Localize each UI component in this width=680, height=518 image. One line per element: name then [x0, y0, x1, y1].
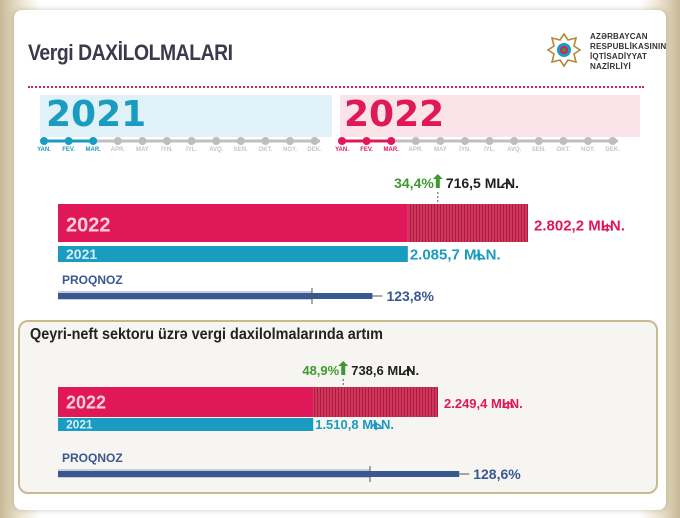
- month-label: OKT.: [556, 147, 571, 153]
- chart-non-oil-tax: 2022 2.249,4 MLN.2021 1.510,8 MLN.48,9% 738…: [58, 361, 523, 482]
- month-label: MAR.: [85, 147, 101, 153]
- chart-total-tax: 2022 2.802,2 MLN. 2021 2.085,7 MLN. 34,4% 716…: [58, 174, 625, 304]
- month-dot: [212, 137, 221, 145]
- month-label: MAY: [433, 147, 447, 153]
- bar-2021: [58, 418, 314, 431]
- ministry-line: AZƏRBAYCAN: [590, 32, 648, 41]
- month-label: APR.: [110, 147, 125, 153]
- ministry-line: İQTİSADİYYAT: [590, 52, 648, 61]
- month-label: OKT.: [258, 147, 273, 153]
- month-label: FEV.: [62, 147, 75, 153]
- month-dot: [608, 137, 617, 145]
- bar-2022-value: 2.802,2 MLN.: [534, 218, 625, 235]
- increase-value: 716,5 MLN.: [446, 175, 519, 191]
- month-dot: [362, 137, 371, 145]
- month-dot: [113, 137, 122, 145]
- forecast-bar: [58, 293, 373, 299]
- month-dot: [559, 137, 568, 145]
- month-dot: [187, 137, 196, 145]
- page-title: Vergi DAXİLOLMALARI: [28, 40, 233, 65]
- month-dot: [461, 137, 469, 145]
- bar-2021-value: 2.085,7 MLN.: [410, 247, 501, 264]
- month-label: İYL.: [484, 147, 496, 153]
- forecast-label: PROQNOZ: [62, 273, 123, 287]
- month-dot: [436, 137, 445, 145]
- month-dot: [338, 137, 346, 145]
- month-label: FEV.: [360, 147, 373, 153]
- month-label: AVQ.: [209, 147, 224, 153]
- month-dot: [310, 137, 319, 145]
- month-dot: [163, 137, 171, 145]
- bar-2021: [58, 246, 408, 262]
- month-label: MAY: [135, 147, 149, 153]
- increase-value: 738,6 MLN.: [351, 363, 419, 378]
- increase-percent: 34,4%: [394, 175, 434, 191]
- bar-2022: [58, 387, 314, 417]
- increase-percent: 48,9%: [302, 363, 339, 378]
- month-dot: [584, 137, 592, 145]
- month-label: NOY.: [282, 147, 297, 153]
- month-label: MAR.: [383, 147, 399, 153]
- up-arrow-icon: [432, 174, 443, 188]
- bar-increase: [313, 387, 438, 417]
- bar-increase: [407, 204, 528, 242]
- month-label: NOY.: [580, 147, 595, 153]
- forecast-value: 123,8%: [386, 288, 434, 304]
- month-dot: [411, 137, 420, 145]
- month-label: DEK.: [605, 147, 620, 153]
- month-label: DEK.: [307, 147, 322, 153]
- forecast-label: PROQNOZ: [62, 451, 123, 465]
- up-arrow-icon: [338, 361, 349, 375]
- year-2021-label: 2021: [46, 94, 147, 135]
- timeline-2022-band: [340, 95, 640, 137]
- month-label: YAN.: [37, 147, 51, 153]
- month-label: AVQ.: [507, 147, 522, 153]
- month-label: İYL.: [186, 147, 198, 153]
- month-label: SEN.: [233, 147, 248, 153]
- month-dot: [40, 137, 48, 145]
- month-label: SEN.: [531, 147, 546, 153]
- timeline-2021-band: [40, 95, 332, 137]
- month-dot: [387, 137, 396, 145]
- bar-2022-name: 2022: [66, 393, 106, 413]
- ministry-name: AZƏRBAYCAN RESPUBLİKASININ İQTİSADİYYAT …: [590, 32, 666, 72]
- bar-2021-value: 1.510,8 MLN.: [315, 417, 394, 432]
- ministry-emblem-icon: [546, 32, 582, 68]
- month-label: İYN.: [161, 147, 173, 153]
- bar-2021-name: 2021: [66, 417, 93, 431]
- bar-2022-name: 2022: [66, 214, 111, 236]
- month-dot: [236, 137, 245, 145]
- month-dot: [89, 137, 98, 145]
- forecast-bar: [58, 471, 460, 477]
- ministry-line: NAZİRLİYİ: [590, 62, 631, 71]
- month-label: İYN.: [459, 147, 471, 153]
- bar-2021-name: 2021: [66, 246, 97, 262]
- month-dot: [138, 137, 147, 145]
- month-dot: [510, 137, 519, 145]
- month-label: APR.: [408, 147, 423, 153]
- month-dot: [485, 137, 494, 145]
- month-dot: [261, 137, 270, 145]
- month-dot: [64, 137, 73, 145]
- section-subtitle: Qeyri-neft sektoru üzrə vergi daxilolmal…: [30, 326, 383, 343]
- month-dot: [286, 137, 294, 145]
- month-label: YAN.: [335, 147, 349, 153]
- ministry-line: RESPUBLİKASININ: [590, 42, 667, 51]
- year-2022-label: 2022: [344, 94, 445, 135]
- timeline: [40, 95, 640, 145]
- forecast-value: 128,6%: [473, 466, 521, 482]
- bar-2022: [58, 204, 408, 242]
- month-dot: [534, 137, 543, 145]
- dotted-divider: [28, 86, 644, 88]
